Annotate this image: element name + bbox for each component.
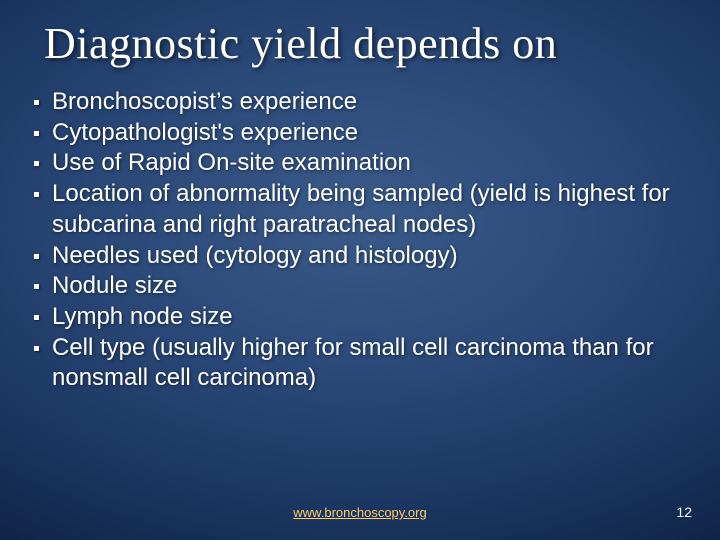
footer-link[interactable]: www.bronchoscopy.org bbox=[0, 505, 720, 520]
slide: Diagnostic yield depends on Bronchoscopi… bbox=[0, 0, 720, 540]
slide-body: Bronchoscopist’s experience Cytopatholog… bbox=[0, 69, 720, 394]
slide-title: Diagnostic yield depends on bbox=[0, 0, 720, 69]
list-item: Use of Rapid On-site examination bbox=[24, 148, 680, 179]
page-number: 12 bbox=[676, 504, 692, 520]
list-item: Nodule size bbox=[24, 271, 680, 302]
footer-link-text[interactable]: www.bronchoscopy.org bbox=[293, 505, 426, 520]
list-item: Location of abnormality being sampled (y… bbox=[24, 179, 680, 240]
list-item: Needles used (cytology and histology) bbox=[24, 241, 680, 272]
list-item: Lymph node size bbox=[24, 302, 680, 333]
list-item: Cell type (usually higher for small cell… bbox=[24, 333, 680, 394]
bullet-list: Bronchoscopist’s experience Cytopatholog… bbox=[24, 87, 680, 394]
list-item: Cytopathologist's experience bbox=[24, 118, 680, 149]
list-item: Bronchoscopist’s experience bbox=[24, 87, 680, 118]
